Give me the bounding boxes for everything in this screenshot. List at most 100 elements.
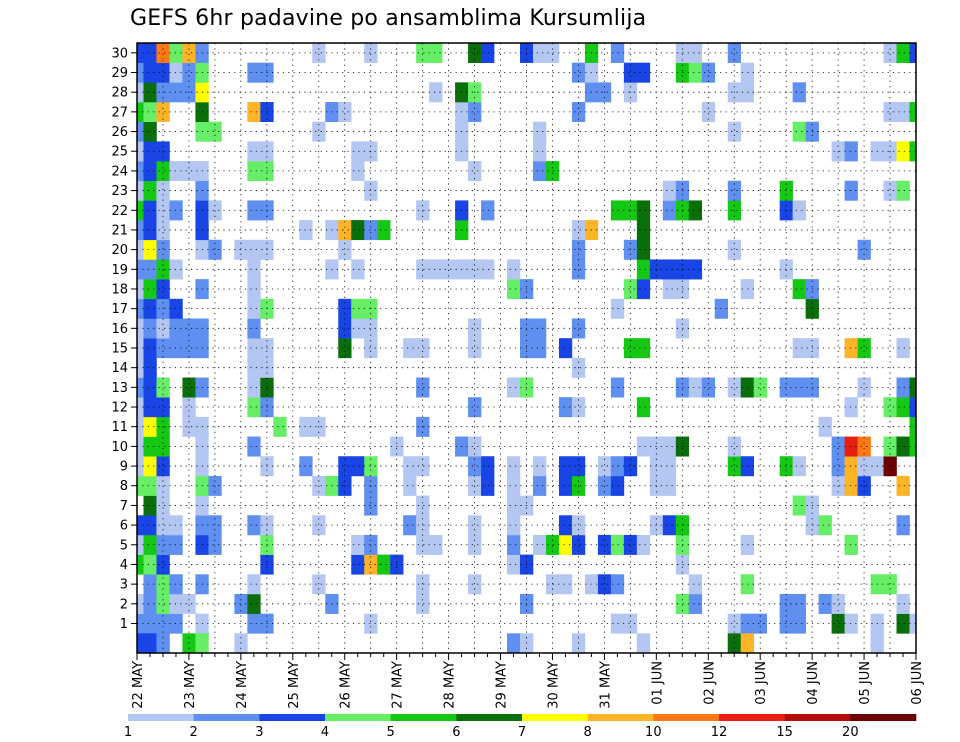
heatmap-cell [247,62,261,83]
heatmap-cell [831,613,845,634]
heatmap-cell [909,436,917,457]
heatmap-cell [688,62,703,83]
heatmap-cell [610,574,625,595]
x-tick-label: 01 JUN [650,661,665,705]
heatmap-cell [338,239,352,260]
legend-label: 4 [321,725,329,740]
heatmap-cell [247,397,261,418]
legend-label: 20 [842,725,859,740]
y-tick-label: 28 [111,86,128,101]
heatmap-cell [662,456,677,477]
heatmap-cell [468,102,482,123]
heatmap-cell [156,62,170,83]
heatmap-cell [247,318,261,339]
heatmap-cell [857,377,871,398]
heatmap-cell [182,593,196,614]
heatmap-cell [792,593,806,614]
heatmap-cell [156,239,170,260]
heatmap-cell [234,239,248,260]
y-tick-label: 27 [111,105,128,120]
heatmap-cell [182,338,196,359]
heatmap-cell [137,161,144,182]
heatmap-cell [844,534,858,555]
heatmap-cell [143,141,157,162]
heatmap-cell [571,239,586,260]
heatmap-cell [442,259,456,280]
x-tick-label: 03 JUN [754,661,769,705]
heatmap-cell [377,554,391,575]
heatmap-cell [312,515,326,536]
heatmap-cell [156,495,170,516]
heatmap-cell [156,43,170,63]
x-tick-label: 28 MAY [443,661,458,709]
heatmap-cell [909,102,917,123]
color-legend: 1 2 3 4 5 6 7 8 10 12 15 20 [124,714,917,740]
legend-label: 6 [452,725,460,740]
heatmap-cell [351,141,365,162]
heatmap-cell [844,456,858,477]
heatmap-cell [610,43,625,63]
heatmap-cell [143,377,157,398]
heatmap-cell [247,102,261,123]
heatmap-cell [137,102,144,123]
heatmap-cell [662,515,677,536]
heatmap-cell [143,161,157,182]
heatmap-cell [137,613,144,634]
heatmap-cell [468,436,482,457]
heatmap-cell [247,161,261,182]
heatmap-cell [143,220,157,241]
y-tick-label: 24 [111,164,128,179]
heatmap-cell [727,436,742,457]
heatmap-cell [169,593,183,614]
heatmap-cell [896,102,910,123]
heatmap-cell [143,593,157,614]
legend-swatch [522,714,588,721]
x-tick-label: 29 MAY [495,661,510,709]
heatmap-cell [909,377,917,398]
heatmap-cell [909,416,917,437]
heatmap-cell [610,298,625,319]
heatmap-cell [137,141,144,162]
heatmap-cell [844,436,858,457]
heatmap-cell [571,318,586,339]
heatmap-cell [727,239,742,260]
heatmap-cell [364,456,378,477]
heatmap-cell [156,259,170,280]
heatmap-cell [137,515,144,536]
heatmap-cell [364,220,378,241]
heatmap-cell [610,534,625,555]
heatmap-cell [896,338,910,359]
heatmap-cell [468,338,482,359]
heatmap-cell [169,62,183,83]
heatmap-cell [208,239,222,260]
heatmap-cell [636,239,651,260]
y-tick-label: 30 [111,46,128,61]
heatmap-cell [182,43,196,63]
heatmap-cell [623,613,638,634]
y-tick-label: 4 [120,558,128,573]
heatmap-cell [623,62,638,83]
heatmap-cell [792,200,806,221]
heatmap-cell [507,259,521,280]
heatmap-cell [468,456,482,477]
heatmap-cell [468,397,482,418]
heatmap-cell [169,161,183,182]
heatmap-cell [883,397,897,418]
heatmap-cell [896,475,910,496]
heatmap-cell [143,436,157,457]
heatmap-cell [896,436,910,457]
heatmap-cell [247,357,261,378]
heatmap-cell [156,161,170,182]
legend-swatch [193,714,260,721]
x-tick-label: 23 MAY [183,661,198,709]
heatmap-cell [571,534,586,555]
heatmap-cell [312,574,326,595]
heatmap-cell [792,613,806,634]
heatmap-cell [844,613,858,634]
heatmap-cell [597,534,612,555]
heatmap-cell [143,318,157,339]
heatmap-cell [143,613,157,634]
heatmap-cell [416,377,430,398]
legend-swatch [719,714,785,721]
heatmap-cell [909,397,917,418]
